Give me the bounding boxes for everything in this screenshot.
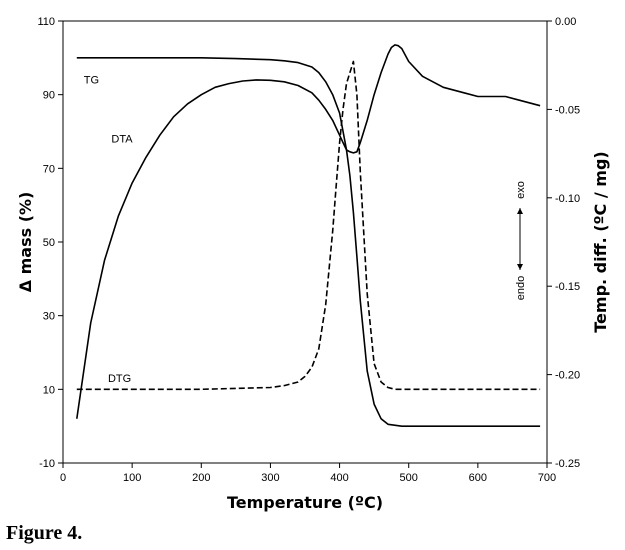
exo-label: exo (515, 181, 527, 199)
x-tick-label: 100 (123, 472, 141, 484)
curve-labels: TG DTA DTG (84, 75, 134, 385)
curve-label-tg: TG (84, 75, 99, 87)
plot-frame (62, 20, 548, 464)
right-tick-label: -0.25 (555, 458, 580, 470)
series-dta-line (76, 44, 541, 419)
left-tick-label: 110 (37, 16, 55, 28)
x-tick-label: 400 (330, 472, 348, 484)
annotation-arrowhead-left (517, 264, 523, 270)
series-dtg-line (76, 60, 541, 391)
right-tick-label: -0.20 (555, 370, 580, 382)
right-tick-label: -0.05 (555, 104, 580, 116)
left-tick-label: 70 (43, 163, 55, 175)
left-tick-label: -10 (39, 458, 55, 470)
left-axis-title: Δ mass (%) (16, 192, 35, 293)
curve-label-dta: DTA (111, 134, 133, 146)
x-tick-label: 600 (469, 472, 487, 484)
curve-label-dtg: DTG (108, 373, 131, 385)
left-tick-label: 50 (43, 237, 55, 249)
x-axis-ticks: 0 100 200 300 400 500 600 700 (60, 463, 556, 484)
figure-caption: Figure 4. (6, 522, 83, 544)
endo-label: endo (515, 276, 527, 300)
x-tick-label: 500 (400, 472, 418, 484)
right-tick-label: -0.15 (555, 281, 580, 293)
left-axis-ticks: -10 10 30 50 70 90 110 (37, 16, 63, 470)
right-axis-title: Temp. diff. (ºC / mg) (591, 151, 610, 332)
left-tick-label: 90 (43, 90, 55, 102)
x-tick-label: 0 (60, 472, 66, 484)
right-tick-label: 0.00 (555, 16, 576, 28)
thermal-analysis-chart: 0 100 200 300 400 500 600 700 -101030507090110 … (16, 16, 610, 512)
endo-exo-annotation: endo exo (515, 181, 527, 300)
annotation-arrowhead-right (517, 208, 523, 214)
right-axis-ticks: -0.25 -0.20 -0.15 -0.10 -0.05 0.00 (547, 16, 580, 470)
x-tick-label: 300 (261, 472, 279, 484)
left-tick-label: 30 (43, 311, 55, 323)
series-group (76, 44, 541, 428)
right-tick-label: -0.10 (555, 193, 580, 205)
x-tick-label: 200 (192, 472, 210, 484)
left-tick-label: 10 (43, 384, 55, 396)
x-axis-title: Temperature (ºC) (227, 493, 383, 512)
x-tick-label: 700 (538, 472, 556, 484)
